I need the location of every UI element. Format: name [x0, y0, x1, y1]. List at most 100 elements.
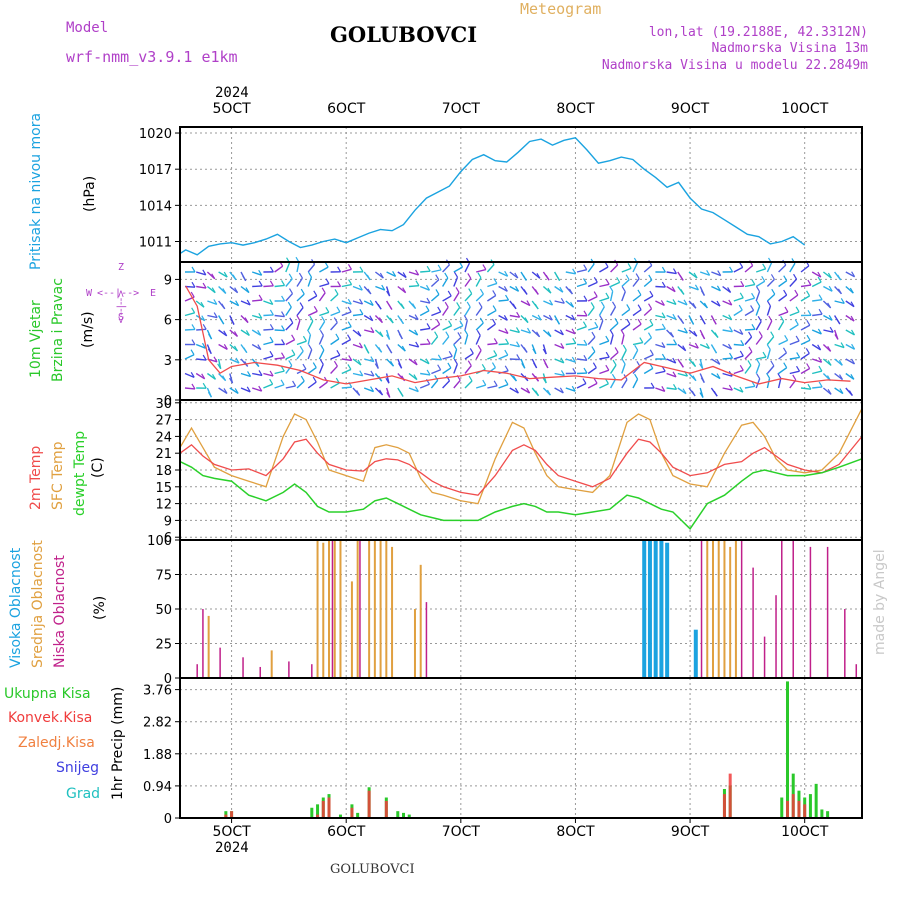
wind-barb-flag	[220, 318, 225, 325]
wind-barb	[755, 363, 761, 374]
wind-barb-flag	[211, 287, 216, 294]
wind-barb-flag	[840, 298, 845, 304]
wind-barb-flag	[728, 314, 733, 320]
wind-barb-flag	[435, 274, 440, 281]
temp-ytick-label: 27	[155, 414, 172, 429]
wind-barb-flag	[388, 304, 393, 310]
wind-barb-flag	[611, 301, 617, 308]
wind-barb-flag	[703, 302, 708, 309]
wind-barb	[486, 323, 496, 331]
wind-barb-flag	[714, 332, 719, 338]
wind-barb-flag	[536, 331, 541, 338]
wind-barb-flag	[817, 344, 822, 351]
wind-barb	[778, 294, 788, 302]
wind-barb	[195, 372, 206, 380]
wind-barb-flag	[493, 278, 498, 284]
wind-barb-flag	[448, 351, 453, 357]
wind-barb	[229, 387, 239, 395]
wind-barb	[229, 300, 239, 307]
wind-barb-flag	[386, 392, 391, 398]
wind-barb	[789, 370, 800, 375]
wind-barb	[475, 293, 484, 302]
wind-barb	[330, 293, 339, 302]
wind-barb	[319, 266, 329, 273]
wind-barb-flag	[583, 264, 588, 270]
cloud-bar	[288, 661, 290, 678]
wind-barb	[711, 300, 721, 307]
wind-barb-flag	[378, 375, 383, 382]
wind-barb	[408, 358, 418, 366]
pressure-axes: 1011 1014 1017 1020	[139, 127, 862, 262]
wind-barb	[364, 358, 375, 363]
wind-barb-flag	[545, 274, 550, 281]
wind-barb-flag	[399, 318, 404, 325]
wind-barb-flag	[222, 375, 227, 381]
wind-barb	[655, 300, 665, 307]
wind-barb-flag	[526, 387, 531, 394]
wind-barb-flag	[747, 360, 752, 366]
wind-barb-flag	[447, 362, 452, 369]
wind-barb-flag	[583, 295, 588, 302]
wind-barb	[274, 284, 285, 288]
wind-barb-flag	[359, 370, 364, 377]
wind-barb	[621, 267, 632, 273]
wind-barb	[240, 372, 251, 378]
wind-barb	[318, 364, 324, 374]
wind-barb	[531, 314, 542, 321]
wind-barb-flag	[817, 328, 822, 335]
wind-barb	[251, 271, 262, 276]
wind-barb-flag	[374, 363, 379, 369]
wind-barb-flag	[766, 344, 771, 350]
wind-barb-flag	[770, 331, 775, 338]
wind-barb-flag	[806, 334, 811, 341]
wind-barb-flag	[504, 365, 509, 372]
wind-barb-flag	[827, 389, 832, 395]
wind-barb-flag	[357, 359, 362, 366]
wind-barb	[755, 268, 766, 273]
wind-barb-flag	[818, 365, 823, 372]
wind-barb-flag	[269, 323, 274, 330]
precip-bar	[785, 681, 789, 818]
wind-barb-flag	[740, 280, 745, 287]
wind-barb	[733, 387, 744, 393]
wind-barb-flag	[661, 353, 666, 360]
wind-barb-flag	[476, 330, 481, 336]
compass-s: S	[118, 312, 125, 323]
wind-barb	[285, 262, 291, 273]
wind-barb	[845, 343, 855, 350]
wind-barb	[318, 321, 326, 331]
temp-ytick-label: 30	[155, 397, 172, 412]
wind-barb-flag	[269, 378, 274, 385]
wind-barb-flag	[309, 315, 314, 322]
wind-barb	[218, 387, 228, 394]
wind-barb-flag	[625, 274, 630, 281]
wind-barb-flag	[292, 380, 297, 387]
wind-barb	[285, 385, 296, 389]
wind-barb	[307, 367, 317, 375]
wind-barb	[352, 300, 363, 305]
wind-barb	[352, 358, 362, 366]
precip-ytick-label: 3.76	[143, 684, 172, 699]
wind-barb-flag	[590, 302, 595, 308]
wind-barb	[576, 326, 587, 331]
wind-barb	[789, 278, 798, 287]
wind-barb-flag	[634, 373, 639, 380]
wind-barb	[509, 285, 519, 292]
wind-barb	[744, 351, 753, 360]
wind-barb	[453, 363, 458, 374]
precip-bar	[728, 773, 732, 818]
wind-barb	[520, 329, 531, 334]
wind-barb	[487, 354, 498, 360]
wind-barb	[812, 370, 823, 375]
wind-barb-flag	[325, 306, 330, 313]
wind-barb-flag	[412, 303, 417, 309]
wind-barb	[453, 292, 460, 302]
wind-barb-flag	[401, 345, 406, 352]
precip-bar	[407, 814, 411, 818]
precip-bar	[230, 811, 234, 818]
wind-barb-flag	[379, 331, 384, 337]
wind-barb-flag	[571, 328, 576, 335]
wind-barb-flag	[534, 289, 539, 295]
wind-barb-flag	[234, 287, 239, 294]
wind-barb-flag	[321, 287, 326, 294]
